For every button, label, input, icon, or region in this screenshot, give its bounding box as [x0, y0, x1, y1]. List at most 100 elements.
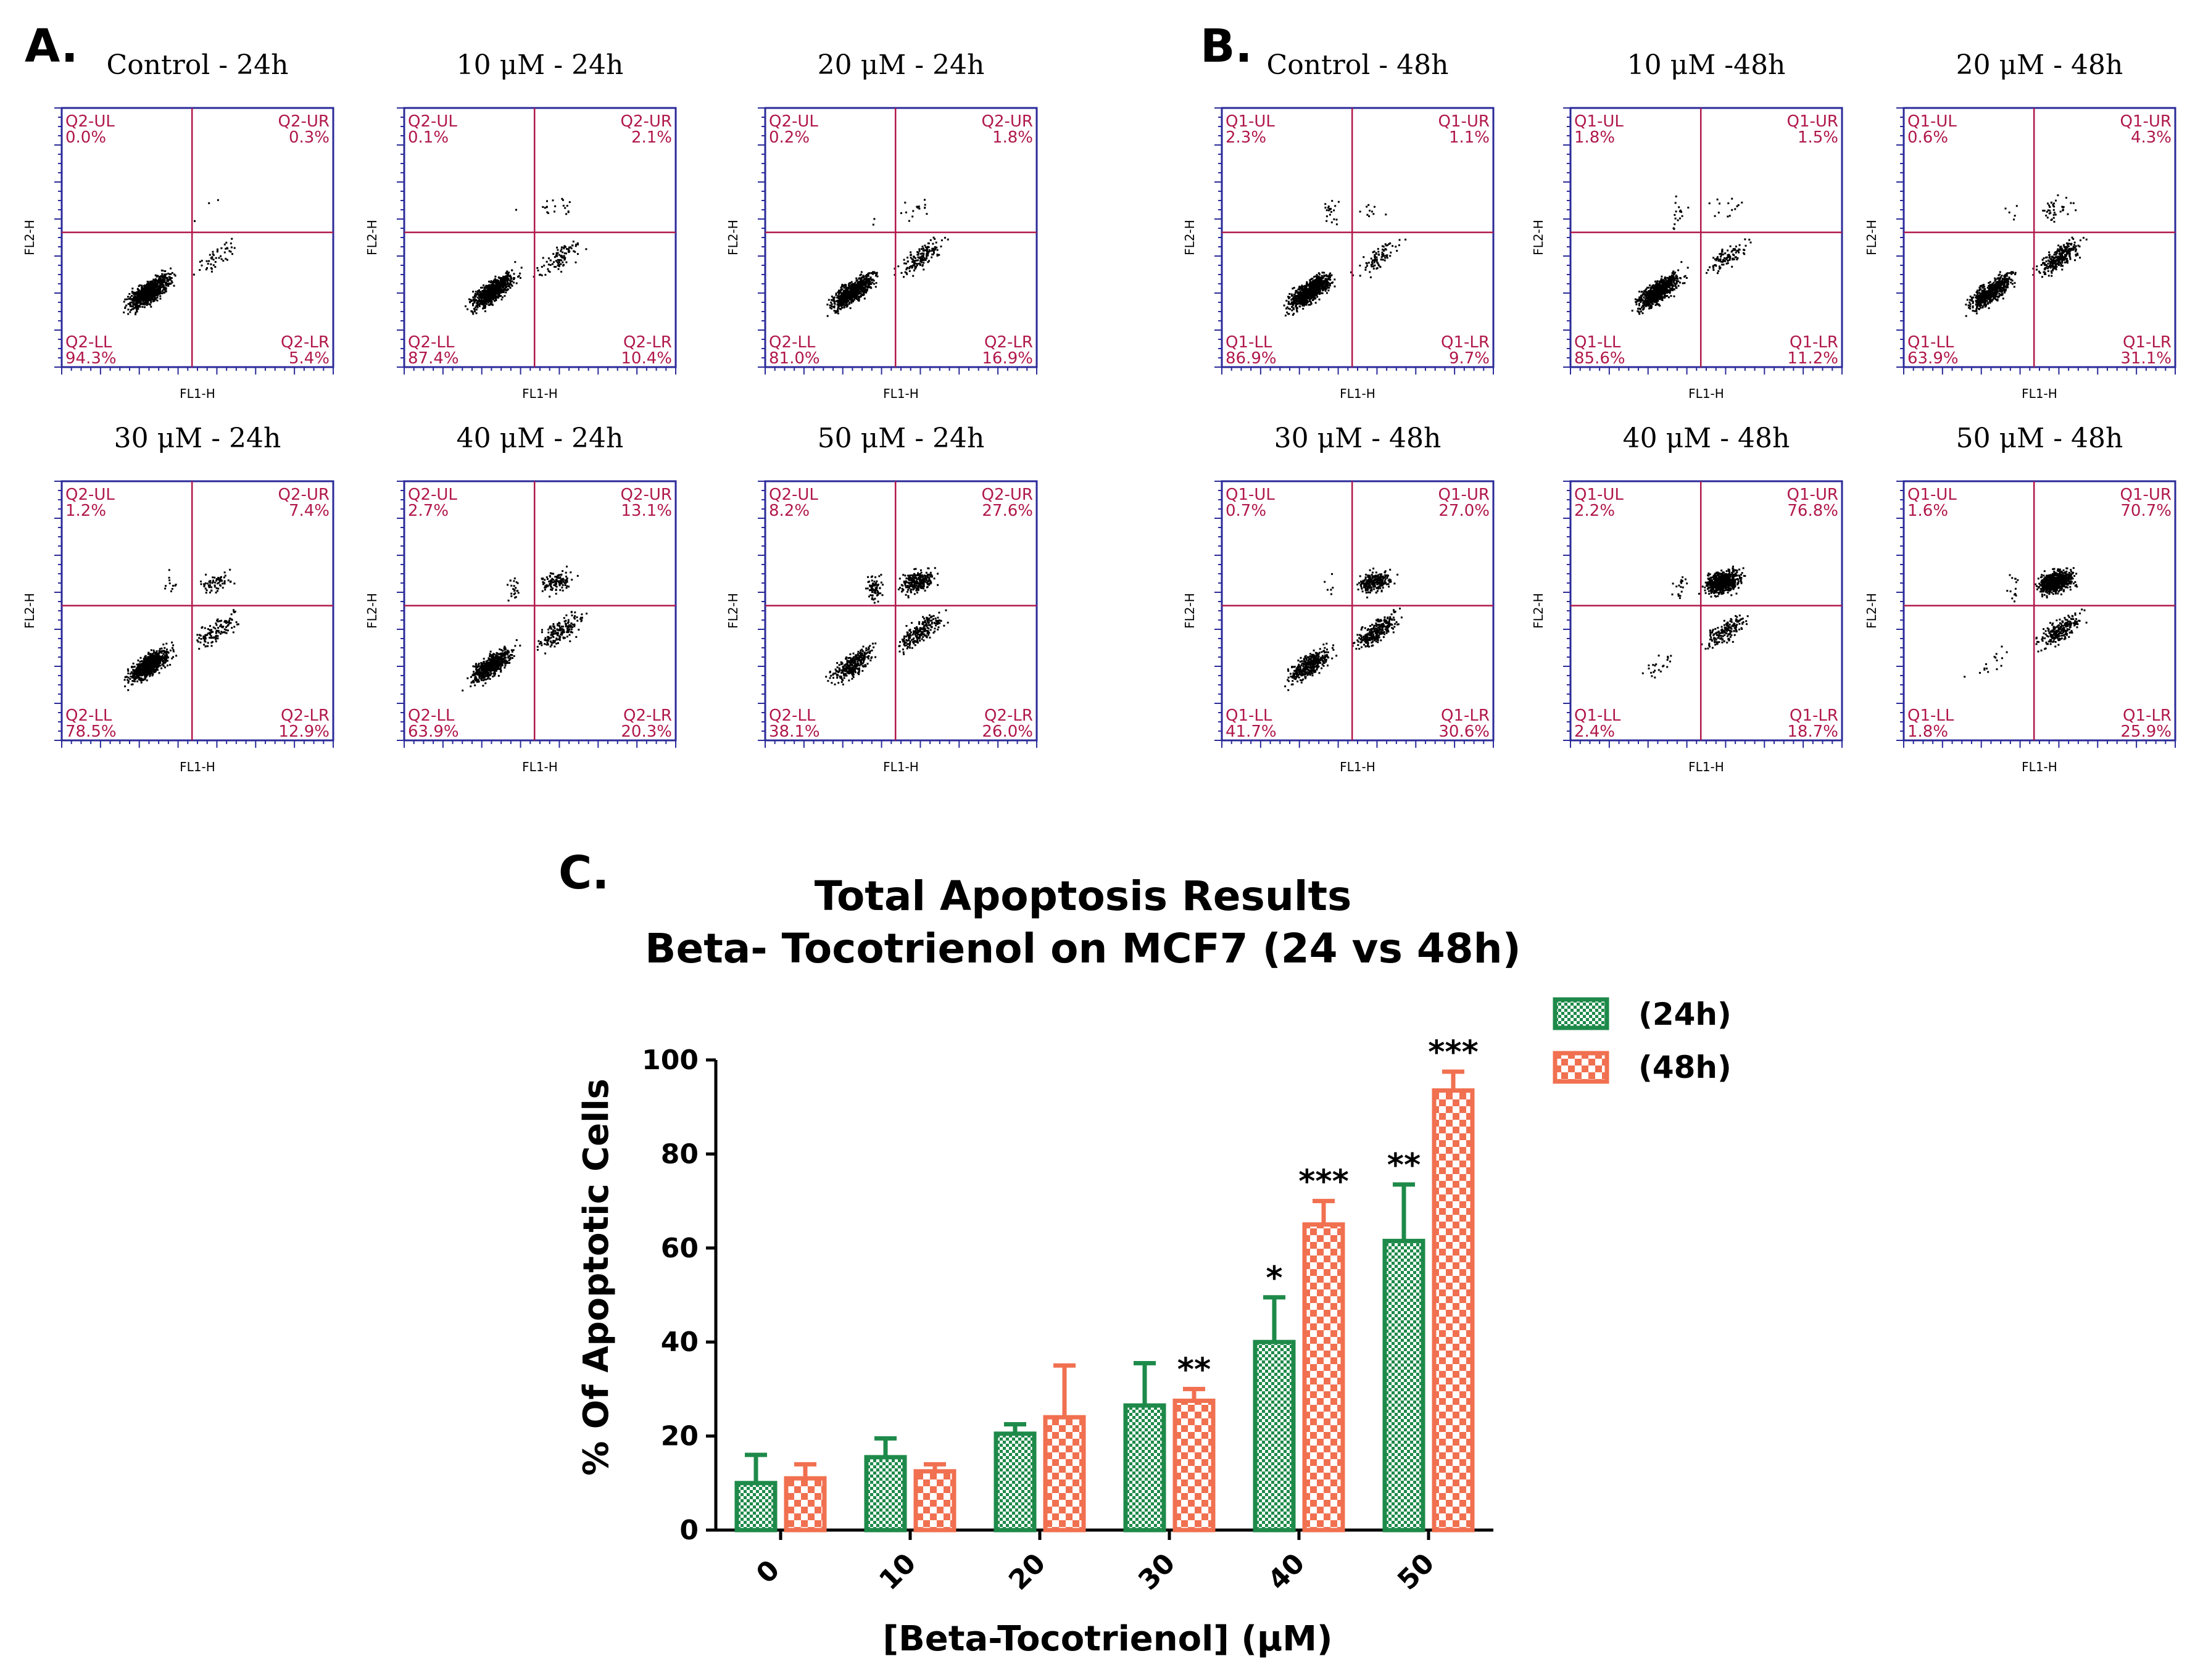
event-dot: [157, 665, 160, 668]
event-dot: [500, 660, 502, 662]
event-dot: [486, 297, 489, 300]
event-dot: [130, 309, 132, 311]
scatter-events: [465, 197, 587, 315]
event-dot: [492, 661, 494, 663]
event-dot: [156, 291, 158, 294]
event-dot: [478, 671, 480, 674]
event-dot: [200, 581, 202, 582]
event-dot: [133, 299, 135, 300]
event-dot: [162, 643, 165, 646]
event-dot: [127, 668, 129, 671]
event-dot: [223, 571, 226, 574]
event-dot: [547, 257, 550, 260]
event-dot: [826, 304, 829, 306]
event-dot: [169, 649, 172, 652]
plot-frame: [60, 480, 334, 742]
event-dot: [160, 659, 162, 661]
event-dot: [510, 280, 513, 283]
event-dot: [469, 301, 471, 304]
event-dot: [157, 660, 159, 662]
event-dot: [577, 243, 579, 246]
flow-plot-title: 50 μM - 24h: [818, 423, 985, 454]
event-dot: [155, 289, 157, 291]
event-dot: [129, 311, 131, 313]
event-dot: [493, 662, 496, 664]
event-dot: [921, 248, 923, 250]
event-dot: [484, 294, 487, 296]
event-dot: [558, 625, 560, 627]
event-dot: [228, 621, 230, 623]
event-dot: [173, 284, 175, 287]
event-dot: [217, 248, 218, 250]
event-dot: [228, 622, 231, 624]
event-dot: [900, 212, 902, 214]
event-dot: [223, 582, 226, 584]
event-dot: [160, 667, 163, 669]
event-dot: [558, 581, 560, 583]
event-dot: [204, 627, 206, 629]
event-dot: [154, 285, 157, 288]
event-dot: [500, 669, 502, 672]
event-dot: [475, 291, 477, 293]
event-dot: [573, 624, 576, 626]
event-dot: [134, 670, 136, 672]
event-dot: [473, 672, 476, 675]
event-dot: [491, 286, 493, 289]
event-dot: [223, 628, 226, 631]
event-dot: [169, 278, 172, 281]
event-dot: [143, 303, 145, 305]
event-dot: [509, 279, 512, 282]
event-dot: [136, 297, 138, 300]
event-dot: [504, 648, 507, 651]
event-dot: [159, 648, 161, 650]
event-dot: [489, 653, 491, 655]
event-dot: [560, 248, 563, 250]
event-dot: [856, 286, 858, 288]
event-dot: [144, 659, 146, 661]
event-dot: [563, 620, 566, 623]
event-dot: [478, 663, 480, 665]
event-dot: [166, 279, 168, 282]
event-dot: [167, 283, 169, 284]
event-dot: [501, 281, 504, 283]
event-dot: [833, 310, 836, 312]
event-dot: [504, 647, 507, 650]
event-dot: [472, 291, 475, 293]
event-dot: [475, 663, 477, 665]
event-dot: [136, 288, 139, 291]
event-dot: [478, 289, 481, 291]
event-dot: [850, 288, 853, 290]
event-dot: [136, 665, 139, 668]
event-dot: [486, 291, 488, 292]
event-dot: [481, 667, 483, 669]
event-dot: [134, 680, 136, 682]
quadrant-lr-name: Q2-LR: [984, 333, 1033, 352]
event-dot: [855, 292, 858, 295]
event-dot: [500, 284, 502, 287]
event-dot: [509, 579, 512, 582]
event-dot: [936, 249, 939, 251]
event-dot: [152, 283, 155, 285]
event-dot: [219, 625, 222, 627]
event-dot: [499, 288, 501, 291]
event-dot: [480, 303, 483, 305]
event-dot: [504, 281, 507, 283]
event-dot: [564, 246, 566, 248]
event-dot: [489, 300, 491, 302]
event-dot: [150, 649, 152, 652]
event-dot: [158, 656, 160, 658]
event-dot: [484, 662, 486, 664]
event-dot: [567, 621, 570, 623]
event-dot: [947, 238, 949, 241]
event-dot: [539, 642, 541, 645]
event-dot: [565, 625, 567, 627]
event-dot: [835, 294, 837, 296]
event-dot: [865, 278, 866, 280]
event-dot: [852, 290, 854, 292]
event-dot: [497, 284, 499, 287]
event-dot: [478, 677, 481, 679]
event-dot: [152, 284, 154, 287]
event-dot: [481, 669, 483, 671]
event-dot: [503, 657, 505, 660]
event-dot: [138, 671, 140, 674]
